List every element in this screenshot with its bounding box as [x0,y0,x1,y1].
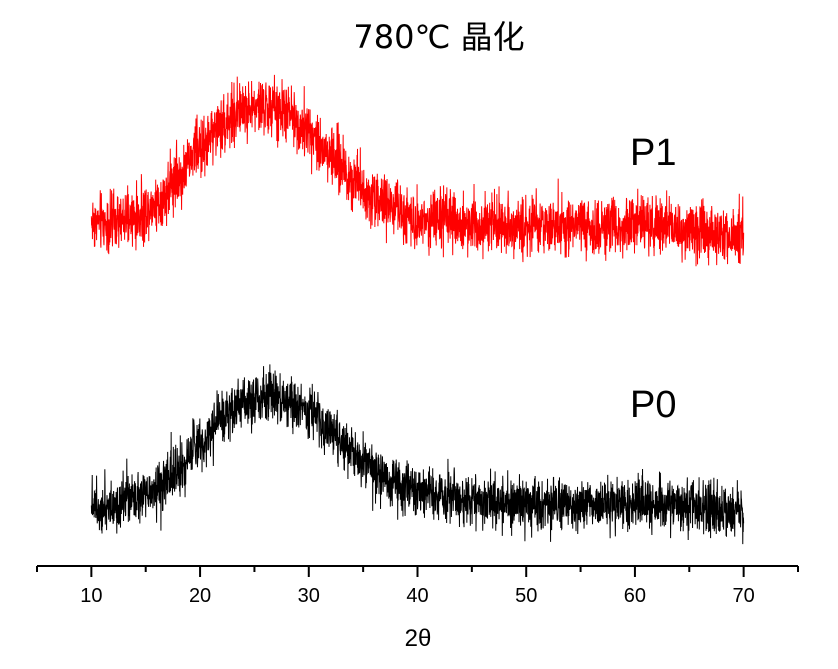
series-layer [90,74,745,545]
x-tick-label: 40 [406,585,428,607]
x-tick-label: 70 [733,585,755,607]
series-label-p0: P0 [630,384,676,426]
x-tick-label: 60 [624,585,646,607]
x-axis-tick-labels: 10 20 30 40 50 60 70 [80,585,755,607]
series-line-p0 [90,364,745,545]
x-tick-label: 20 [189,585,211,607]
series-line-p1 [90,74,745,267]
x-tick-label: 30 [298,585,320,607]
x-axis-label: 2θ [405,625,432,652]
x-tick-label: 50 [515,585,537,607]
x-axis-ticks [36,566,799,577]
x-tick-label: 10 [80,585,102,607]
chart-title: 780℃ 晶化 [353,18,524,56]
series-label-p1: P1 [630,132,676,174]
